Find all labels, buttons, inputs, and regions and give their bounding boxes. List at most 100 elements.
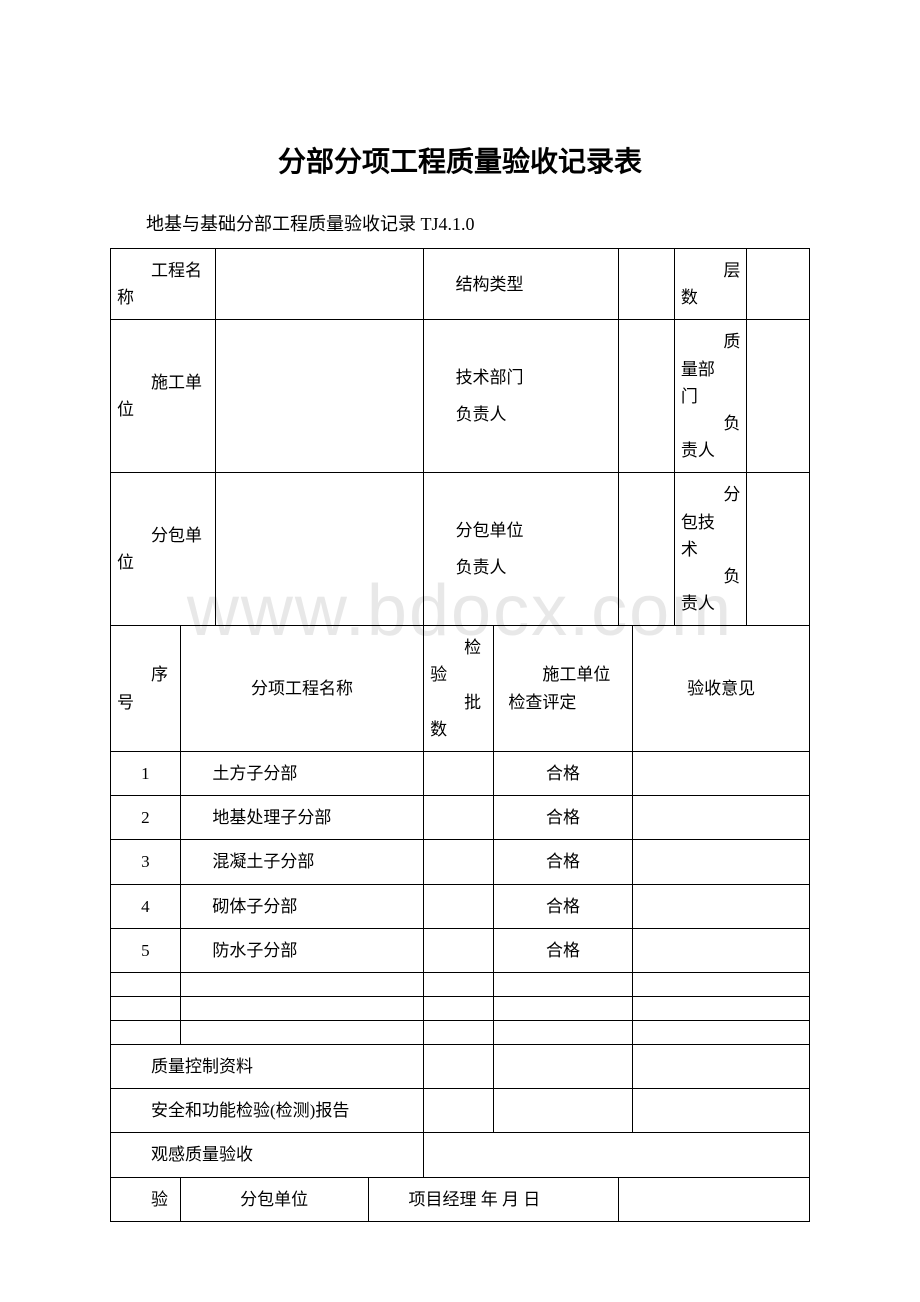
cell-name: 砌体子分部: [180, 884, 423, 928]
col-number: 序 号: [111, 626, 181, 752]
label-verify: 验: [111, 1177, 181, 1221]
text: 量部: [681, 356, 741, 383]
cell: [493, 1089, 632, 1133]
cell-construction-unit-value: [215, 320, 423, 473]
cell-eval: 合格: [493, 928, 632, 972]
text: 分: [681, 481, 741, 508]
text: 施工单位: [500, 661, 626, 688]
cell-no: 2: [111, 796, 181, 840]
document-content: 分部分项工程质量验收记录表 地基与基础分部工程质量验收记录 TJ4.1.0 工程…: [110, 140, 810, 1222]
table-row: 4 砌体子分部 合格: [111, 884, 810, 928]
cell-name: 土方子分部: [180, 752, 423, 796]
cell-opinion: [633, 840, 810, 884]
text: 分包单位: [430, 517, 612, 544]
cell-eval: 合格: [493, 752, 632, 796]
table-row: [111, 996, 810, 1020]
cell: [619, 1177, 810, 1221]
table-row: 5 防水子分部 合格: [111, 928, 810, 972]
col-batch: 检 验 批 数: [424, 626, 494, 752]
cell: [424, 972, 494, 996]
cell-subcontractor-leader-value: [619, 473, 675, 626]
header-row-2: 施工单位 技术部门 负责人 质 量部 门 负 责人: [111, 320, 810, 473]
cell: [633, 972, 810, 996]
cell-no: 5: [111, 928, 181, 972]
cell-batch: [424, 752, 494, 796]
text: 负: [681, 563, 741, 590]
header-row-1: 工程名称 结构类型 层 数: [111, 249, 810, 320]
label-construction-unit: 施工单位: [111, 320, 216, 473]
text: 门: [681, 383, 741, 410]
text: 责人: [681, 437, 741, 464]
col-item-name: 分项工程名称: [180, 626, 423, 752]
label-structure-type: 结构类型: [424, 249, 619, 320]
cell-floors-value: [747, 249, 810, 320]
label-floors: 层 数: [674, 249, 747, 320]
label-subcontractor-sign: 分包单位: [180, 1177, 368, 1221]
text: 验: [430, 661, 487, 688]
table-row: 1 土方子分部 合格: [111, 752, 810, 796]
cell-opinion: [633, 796, 810, 840]
label-qc: 质量控制资料: [111, 1044, 424, 1088]
subtitle: 地基与基础分部工程质量验收记录 TJ4.1.0: [110, 210, 810, 236]
cell: [493, 972, 632, 996]
cell: [493, 996, 632, 1020]
cell-tech-dept-value: [619, 320, 675, 473]
label-subcontractor: 分包单位: [111, 473, 216, 626]
cell-batch: [424, 928, 494, 972]
cell-batch: [424, 796, 494, 840]
label-safety: 安全和功能检验(检测)报告: [111, 1089, 424, 1133]
cell-opinion: [633, 752, 810, 796]
row-safety: 安全和功能检验(检测)报告: [111, 1089, 810, 1133]
text: 检查评定: [500, 689, 626, 716]
label-quality-dept: 质 量部 门 负 责人: [674, 320, 747, 473]
cell-eval: 合格: [493, 796, 632, 840]
row-visual: 观感质量验收: [111, 1133, 810, 1177]
cell: [180, 996, 423, 1020]
label-date: 项目经理 年 月 日: [368, 1177, 619, 1221]
label-project-name: 工程名称: [111, 249, 216, 320]
text: 责人: [681, 590, 741, 617]
text: 包技: [681, 509, 741, 536]
table-row: [111, 972, 810, 996]
label-subcontractor-tech: 分 包技 术 负 责人: [674, 473, 747, 626]
text: 质: [681, 328, 741, 355]
table-row: 3 混凝土子分部 合格: [111, 840, 810, 884]
cell-opinion: [633, 928, 810, 972]
text: 数: [430, 716, 487, 743]
cell-no: 4: [111, 884, 181, 928]
cell: [180, 972, 423, 996]
cell: [424, 1020, 494, 1044]
text: 数: [681, 284, 741, 311]
column-header-row: 序 号 分项工程名称 检 验 批 数 施工单位 检查评定 验收意见: [111, 626, 810, 752]
inspection-table: 工程名称 结构类型 层 数 施工单位 技术部门 负责人 质 量部 门 负: [110, 248, 810, 1222]
cell-name: 地基处理子分部: [180, 796, 423, 840]
cell: [633, 1044, 810, 1088]
text: 号: [117, 689, 174, 716]
cell: [493, 1044, 632, 1088]
cell: [180, 1020, 423, 1044]
row-signature: 验 分包单位 项目经理 年 月 日: [111, 1177, 810, 1221]
cell: [111, 972, 181, 996]
cell-no: 3: [111, 840, 181, 884]
cell-name: 防水子分部: [180, 928, 423, 972]
row-qc: 质量控制资料: [111, 1044, 810, 1088]
col-evaluation: 施工单位 检查评定: [493, 626, 632, 752]
text: 负责人: [430, 554, 612, 581]
cell: [633, 1020, 810, 1044]
cell-quality-dept-value: [747, 320, 810, 473]
table-row: [111, 1020, 810, 1044]
cell-subcontractor-tech-value: [747, 473, 810, 626]
text: 序: [117, 661, 174, 688]
cell-name: 混凝土子分部: [180, 840, 423, 884]
label-subcontractor-leader: 分包单位 负责人: [424, 473, 619, 626]
text: 批: [430, 689, 487, 716]
cell-batch: [424, 840, 494, 884]
cell: [424, 1089, 494, 1133]
cell-project-name-value: [215, 249, 423, 320]
cell-no: 1: [111, 752, 181, 796]
text: 负: [681, 410, 741, 437]
cell: [633, 1089, 810, 1133]
cell-structure-type-value: [619, 249, 675, 320]
cell-eval: 合格: [493, 840, 632, 884]
cell-batch: [424, 884, 494, 928]
